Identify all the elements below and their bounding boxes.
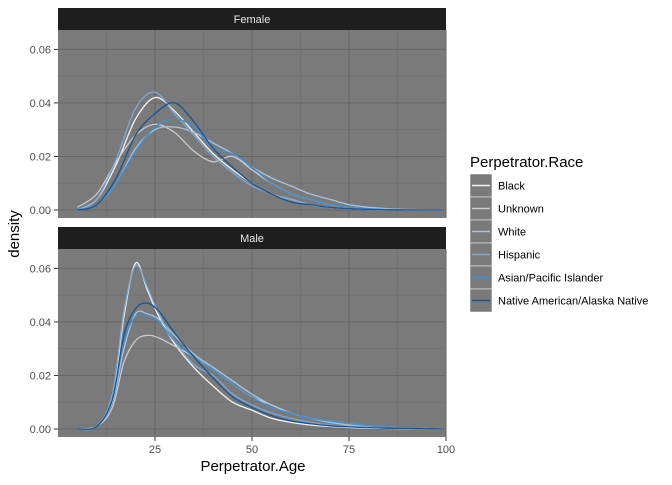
y-tick-label: 0.06: [30, 44, 51, 56]
legend-item: Hispanic: [469, 242, 541, 267]
x-axis-title: Perpetrator.Age: [200, 458, 305, 475]
panel-strip-label: Female: [234, 14, 271, 26]
panel-strip: [58, 227, 446, 249]
panels-layer: Female 0.00 0.02 0.04 0.06 Male 0.00 0.02 0.04 0.…: [30, 8, 455, 456]
legend-item: Unknown: [469, 196, 544, 221]
x-tick-label: 100: [437, 444, 455, 456]
legend-item: Asian/Pacific Islander: [469, 265, 603, 290]
legend-label: Native American/Alaska Native: [498, 296, 648, 308]
panel-female: Female 0.00 0.02 0.04 0.06: [30, 8, 447, 218]
legend-item: Native American/Alaska Native: [469, 288, 648, 313]
y-tick-label: 0.02: [30, 370, 51, 382]
panel-strip: [58, 8, 446, 30]
legend-items: Black Unknown White Hispanic Asian/Pacific I…: [469, 173, 648, 313]
y-tick-label: 0.06: [30, 263, 51, 275]
y-tick-label: 0.00: [30, 205, 51, 217]
legend-label: Black: [498, 181, 525, 193]
x-tick-label: 25: [149, 444, 161, 456]
panel-strip-label: Male: [240, 233, 264, 245]
series-line-native-american-alaska-native: [77, 102, 443, 211]
legend-label: Unknown: [498, 204, 544, 216]
legend-label: White: [498, 227, 526, 239]
x-tick-label: 50: [246, 444, 258, 456]
legend-title: Perpetrator.Race: [470, 154, 583, 171]
x-tick-label: 75: [343, 444, 355, 456]
y-tick-label: 0.04: [30, 317, 51, 329]
y-axis-title: density: [6, 210, 23, 258]
y-tick-label: 0.00: [30, 424, 51, 436]
series-line-white: [77, 126, 443, 211]
legend-item: White: [469, 219, 526, 244]
legend: Perpetrator.Race Black Unknown White Hispan…: [469, 154, 648, 313]
legend-item: Black: [469, 173, 525, 198]
y-tick-label: 0.02: [30, 151, 51, 163]
series-line-asian-pacific-islander: [77, 313, 443, 430]
y-tick-label: 0.04: [30, 98, 51, 110]
legend-label: Asian/Pacific Islander: [498, 273, 603, 285]
series-line-native-american-alaska-native: [77, 302, 443, 430]
legend-label: Hispanic: [498, 250, 541, 262]
panel-male: Male 0.00 0.02 0.04 0.06 25 50 75 100: [30, 227, 455, 456]
